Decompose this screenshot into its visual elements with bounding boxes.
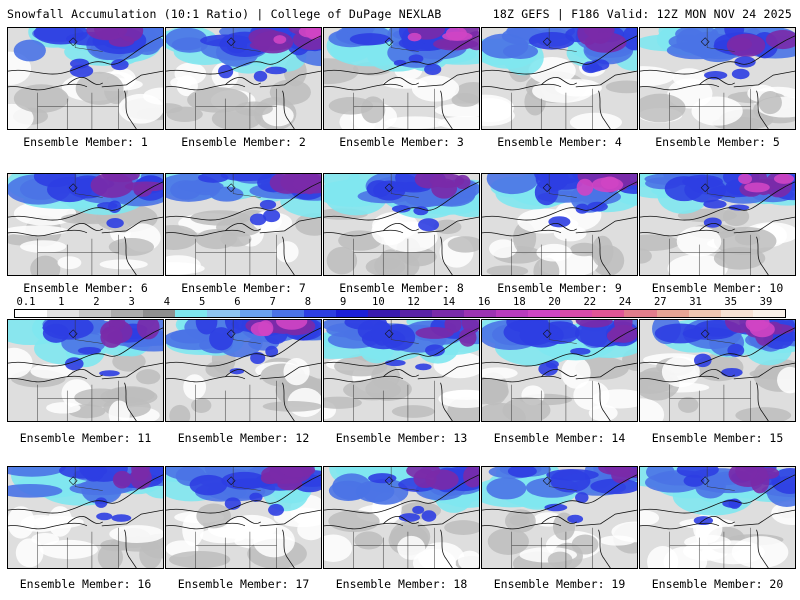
ensemble-member-label: Ensemble Member: 7	[181, 281, 306, 295]
colorbar-tick-label: 14	[442, 296, 456, 308]
ensemble-member-label: Ensemble Member: 17	[177, 577, 310, 591]
snowfall-map-panel	[7, 466, 164, 569]
colorbar-segment	[335, 310, 368, 317]
colorbar-segment	[528, 310, 561, 317]
colorbar-tick-label: 12	[407, 296, 420, 308]
colorbar-segment	[239, 310, 272, 317]
snowfall-map-panel	[481, 466, 638, 569]
snowfall-map-panel	[165, 173, 322, 276]
colorbar-tick-label: 9	[339, 296, 347, 308]
snowfall-map-panel	[639, 27, 796, 130]
ensemble-member-label: Ensemble Member: 10	[651, 281, 784, 295]
snowfall-map-panel	[481, 27, 638, 130]
colorbar-tick-label: 5	[199, 296, 206, 308]
snowfall-map-panel	[323, 466, 480, 569]
snowfall-map-panel	[639, 173, 796, 276]
run-valid-time: 18Z GEFS | F186 Valid: 12Z MON NOV 24 20…	[492, 7, 792, 21]
ensemble-member-label: Ensemble Member: 11	[19, 431, 152, 445]
ensemble-member-label: Ensemble Member: 19	[493, 577, 626, 591]
colorbar-segment	[47, 310, 80, 317]
ensemble-member-label: Ensemble Member: 1	[23, 135, 148, 149]
ensemble-member-label: Ensemble Member: 9	[497, 281, 622, 295]
colorbar-segment	[464, 310, 497, 317]
snowfall-map-panel	[323, 319, 480, 422]
colorbar-segment	[399, 310, 433, 317]
colorbar-tick-label: 27	[653, 296, 667, 308]
colorbar-segment	[592, 310, 625, 317]
colorbar-tick-label: 39	[759, 296, 773, 308]
colorbar-tick-label: 35	[724, 296, 738, 308]
colorbar-tick-label: 22	[583, 296, 597, 308]
colorbar-segment	[496, 310, 529, 317]
colorbar-tick-label: 31	[689, 296, 702, 308]
colorbar-tick-label: 6	[234, 296, 241, 308]
snowfall-map-panel	[165, 319, 322, 422]
snowfall-map-panel	[639, 319, 796, 422]
colorbar-segment	[175, 310, 208, 317]
ensemble-member-label: Ensemble Member: 13	[335, 431, 468, 445]
colorbar-segment	[303, 310, 336, 317]
ensemble-member-label: Ensemble Member: 20	[651, 577, 784, 591]
snowfall-map-panel	[481, 173, 638, 276]
snowfall-map-panel	[323, 173, 480, 276]
colorbar-tick-label: 8	[304, 296, 312, 308]
colorbar-tick-label: 2	[93, 296, 100, 308]
colorbar-segment	[624, 310, 657, 317]
ensemble-member-label: Ensemble Member: 4	[497, 135, 622, 149]
colorbar-tick-label: 7	[269, 296, 276, 308]
ensemble-member-label: Ensemble Member: 15	[651, 431, 784, 445]
ensemble-member-label: Ensemble Member: 5	[655, 135, 780, 149]
colorbar-segment	[720, 310, 753, 317]
colorbar-tick-label: 0.1	[16, 296, 36, 308]
snowfall-map-panel	[7, 27, 164, 130]
colorbar-tick-label: 16	[477, 296, 491, 308]
ensemble-member-label: Ensemble Member: 3	[339, 135, 464, 149]
colorbar-segment	[15, 310, 48, 317]
page-title: Snowfall Accumulation (10:1 Ratio) | Col…	[7, 7, 442, 21]
ensemble-member-label: Ensemble Member: 8	[339, 281, 464, 295]
colorbar-segment	[271, 310, 304, 317]
colorbar-tick-label: 3	[128, 296, 135, 308]
colorbar-labels: 0.1 1 2 3 4 5 6 7 8 9 10 12 14 16 18 20 22 24 27 31 35 39	[14, 296, 786, 308]
colorbar-tick-label: 24	[618, 296, 632, 308]
snowfall-map-panel	[165, 27, 322, 130]
colorbar-segment	[432, 310, 465, 317]
colorbar-segment	[79, 310, 112, 317]
ensemble-member-label: Ensemble Member: 16	[19, 577, 152, 591]
snowfall-map-panel	[639, 466, 796, 569]
ensemble-member-label: Ensemble Member: 6	[23, 281, 148, 295]
colorbar-segment	[207, 310, 240, 317]
colorbar-segment	[111, 310, 144, 317]
colorbar-tick-label: 20	[548, 296, 561, 308]
colorbar-segment	[752, 310, 785, 317]
colorbar-tick-label: 10	[372, 296, 385, 308]
ensemble-member-label: Ensemble Member: 18	[335, 577, 468, 591]
snowfall-map-panel	[323, 27, 480, 130]
colorbar-tick-label: 4	[163, 296, 171, 308]
ensemble-member-label: Ensemble Member: 12	[177, 431, 310, 445]
colorbar-segment	[560, 310, 593, 317]
colorbar-segment	[367, 310, 400, 317]
ensemble-member-label: Ensemble Member: 14	[493, 431, 626, 445]
colorbar-tick-label: 1	[58, 296, 65, 308]
colorbar-tick-label: 18	[513, 296, 526, 308]
snowfall-map-panel	[7, 173, 164, 276]
snowfall-map-panel	[7, 319, 164, 422]
colorbar-segment	[688, 310, 721, 317]
ensemble-member-label: Ensemble Member: 2	[181, 135, 306, 149]
snowfall-colorbar	[14, 309, 786, 318]
colorbar-segment	[143, 310, 176, 317]
snowfall-map-panel	[165, 466, 322, 569]
snowfall-map-panel	[481, 319, 638, 422]
colorbar-segment	[656, 310, 689, 317]
